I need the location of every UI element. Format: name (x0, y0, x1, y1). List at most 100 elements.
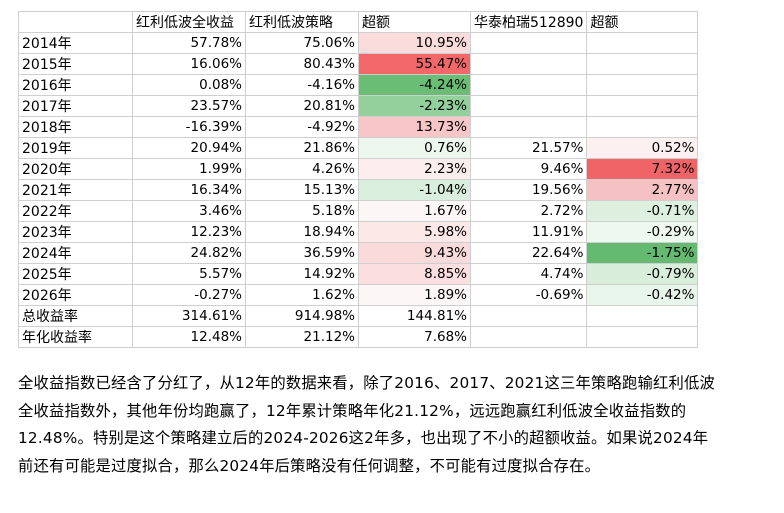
row-label: 2020年 (18, 158, 133, 180)
etf-excess-cell (586, 74, 699, 96)
table-row: 年化收益率 12.48% 21.12% 7.68% (18, 326, 699, 348)
etf-excess-cell (586, 305, 699, 327)
strategy-cell: 75.06% (245, 32, 359, 54)
strategy-cell: 5.18% (245, 200, 359, 222)
table-row: 2022年 3.46% 5.18% 1.67% 2.72% -0.71% (18, 200, 699, 222)
header-strategy: 红利低波策略 (245, 11, 359, 33)
total-return-cell: 3.46% (132, 200, 246, 222)
row-label: 2021年 (18, 179, 133, 201)
excess-cell: -4.24% (358, 74, 471, 96)
total-return-cell: 5.57% (132, 263, 246, 285)
total-return-cell: -0.27% (132, 284, 246, 306)
row-label: 2015年 (18, 53, 133, 75)
returns-table: 红利低波全收益 红利低波策略 超额 华泰柏瑞512890 超额 2014年 57.… (18, 11, 699, 348)
excess-cell: 10.95% (358, 32, 471, 54)
row-label: 2016年 (18, 74, 133, 96)
strategy-cell: 4.26% (245, 158, 359, 180)
header-total-return-index: 红利低波全收益 (132, 11, 246, 33)
excess-cell: -2.23% (358, 95, 471, 117)
total-return-cell: 24.82% (132, 242, 246, 264)
row-label: 2022年 (18, 200, 133, 222)
etf-cell (469, 95, 588, 117)
excess-cell: 7.68% (358, 326, 471, 348)
etf-cell: 2.72% (469, 200, 588, 222)
total-return-cell: 314.61% (132, 305, 246, 327)
etf-excess-cell: 7.32% (586, 158, 699, 180)
total-return-cell: 16.06% (132, 53, 246, 75)
row-label: 2024年 (18, 242, 133, 264)
etf-excess-cell (586, 326, 699, 348)
etf-cell: 4.74% (469, 263, 588, 285)
header-corner-cell (18, 11, 133, 33)
total-return-cell: 0.08% (132, 74, 246, 96)
strategy-cell: 20.81% (245, 95, 359, 117)
etf-cell: 19.56% (469, 179, 588, 201)
strategy-cell: 36.59% (245, 242, 359, 264)
etf-excess-cell (586, 53, 699, 75)
row-label: 总收益率 (18, 305, 133, 327)
etf-excess-cell: 0.52% (586, 137, 699, 159)
total-return-cell: 23.57% (132, 95, 246, 117)
total-return-cell: 57.78% (132, 32, 246, 54)
etf-cell (469, 116, 588, 138)
row-label: 2018年 (18, 116, 133, 138)
row-label: 2025年 (18, 263, 133, 285)
row-label: 年化收益率 (18, 326, 133, 348)
header-excess: 超额 (358, 11, 471, 33)
etf-excess-cell: -1.75% (586, 242, 699, 264)
table-row: 2019年 20.94% 21.86% 0.76% 21.57% 0.52% (18, 137, 699, 159)
total-return-cell: 12.23% (132, 221, 246, 243)
total-return-cell: 16.34% (132, 179, 246, 201)
table-row: 2015年 16.06% 80.43% 55.47% (18, 53, 699, 75)
table-row: 2016年 0.08% -4.16% -4.24% (18, 74, 699, 96)
table-row: 2026年 -0.27% 1.62% 1.89% -0.69% -0.42% (18, 284, 699, 306)
excess-cell: 8.85% (358, 263, 471, 285)
row-label: 2026年 (18, 284, 133, 306)
strategy-cell: -4.92% (245, 116, 359, 138)
header-etf-512890: 华泰柏瑞512890 (469, 11, 588, 33)
etf-excess-cell (586, 95, 699, 117)
excess-cell: 5.98% (358, 221, 471, 243)
etf-excess-cell: -0.71% (586, 200, 699, 222)
etf-excess-cell: -0.29% (586, 221, 699, 243)
table-row: 2024年 24.82% 36.59% 9.43% 22.64% -1.75% (18, 242, 699, 264)
etf-cell: 21.57% (469, 137, 588, 159)
table-row: 2018年 -16.39% -4.92% 13.73% (18, 116, 699, 138)
total-return-cell: -16.39% (132, 116, 246, 138)
row-label: 2014年 (18, 32, 133, 54)
row-label: 2017年 (18, 95, 133, 117)
etf-cell (469, 74, 588, 96)
etf-excess-cell: -0.42% (586, 284, 699, 306)
total-return-cell: 1.99% (132, 158, 246, 180)
excess-cell: 1.67% (358, 200, 471, 222)
table-row: 2020年 1.99% 4.26% 2.23% 9.46% 7.32% (18, 158, 699, 180)
header-etf-excess: 超额 (586, 11, 699, 33)
etf-excess-cell (586, 116, 699, 138)
strategy-cell: 80.43% (245, 53, 359, 75)
etf-cell (469, 32, 588, 54)
excess-cell: 55.47% (358, 53, 471, 75)
excess-cell: 13.73% (358, 116, 471, 138)
etf-cell (469, 326, 588, 348)
strategy-cell: 21.86% (245, 137, 359, 159)
table-row: 2021年 16.34% 15.13% -1.04% 19.56% 2.77% (18, 179, 699, 201)
strategy-cell: 18.94% (245, 221, 359, 243)
etf-excess-cell: -0.79% (586, 263, 699, 285)
strategy-cell: -4.16% (245, 74, 359, 96)
row-label: 2019年 (18, 137, 133, 159)
total-return-cell: 20.94% (132, 137, 246, 159)
etf-cell: 9.46% (469, 158, 588, 180)
row-label: 2023年 (18, 221, 133, 243)
excess-cell: 0.76% (358, 137, 471, 159)
excess-cell: -1.04% (358, 179, 471, 201)
excess-cell: 9.43% (358, 242, 471, 264)
analysis-paragraph: 全收益指数已经含了分红了，从12年的数据来看，除了2016、2017、2021这… (18, 374, 715, 475)
strategy-cell: 914.98% (245, 305, 359, 327)
etf-cell (469, 305, 588, 327)
table-body: 2014年 57.78% 75.06% 10.95% 2015年 16.06% 80.43%… (18, 32, 699, 348)
table-row: 总收益率 314.61% 914.98% 144.81% (18, 305, 699, 327)
etf-excess-cell: 2.77% (586, 179, 699, 201)
table-row: 2025年 5.57% 14.92% 8.85% 4.74% -0.79% (18, 263, 699, 285)
strategy-cell: 14.92% (245, 263, 359, 285)
etf-cell (469, 53, 588, 75)
